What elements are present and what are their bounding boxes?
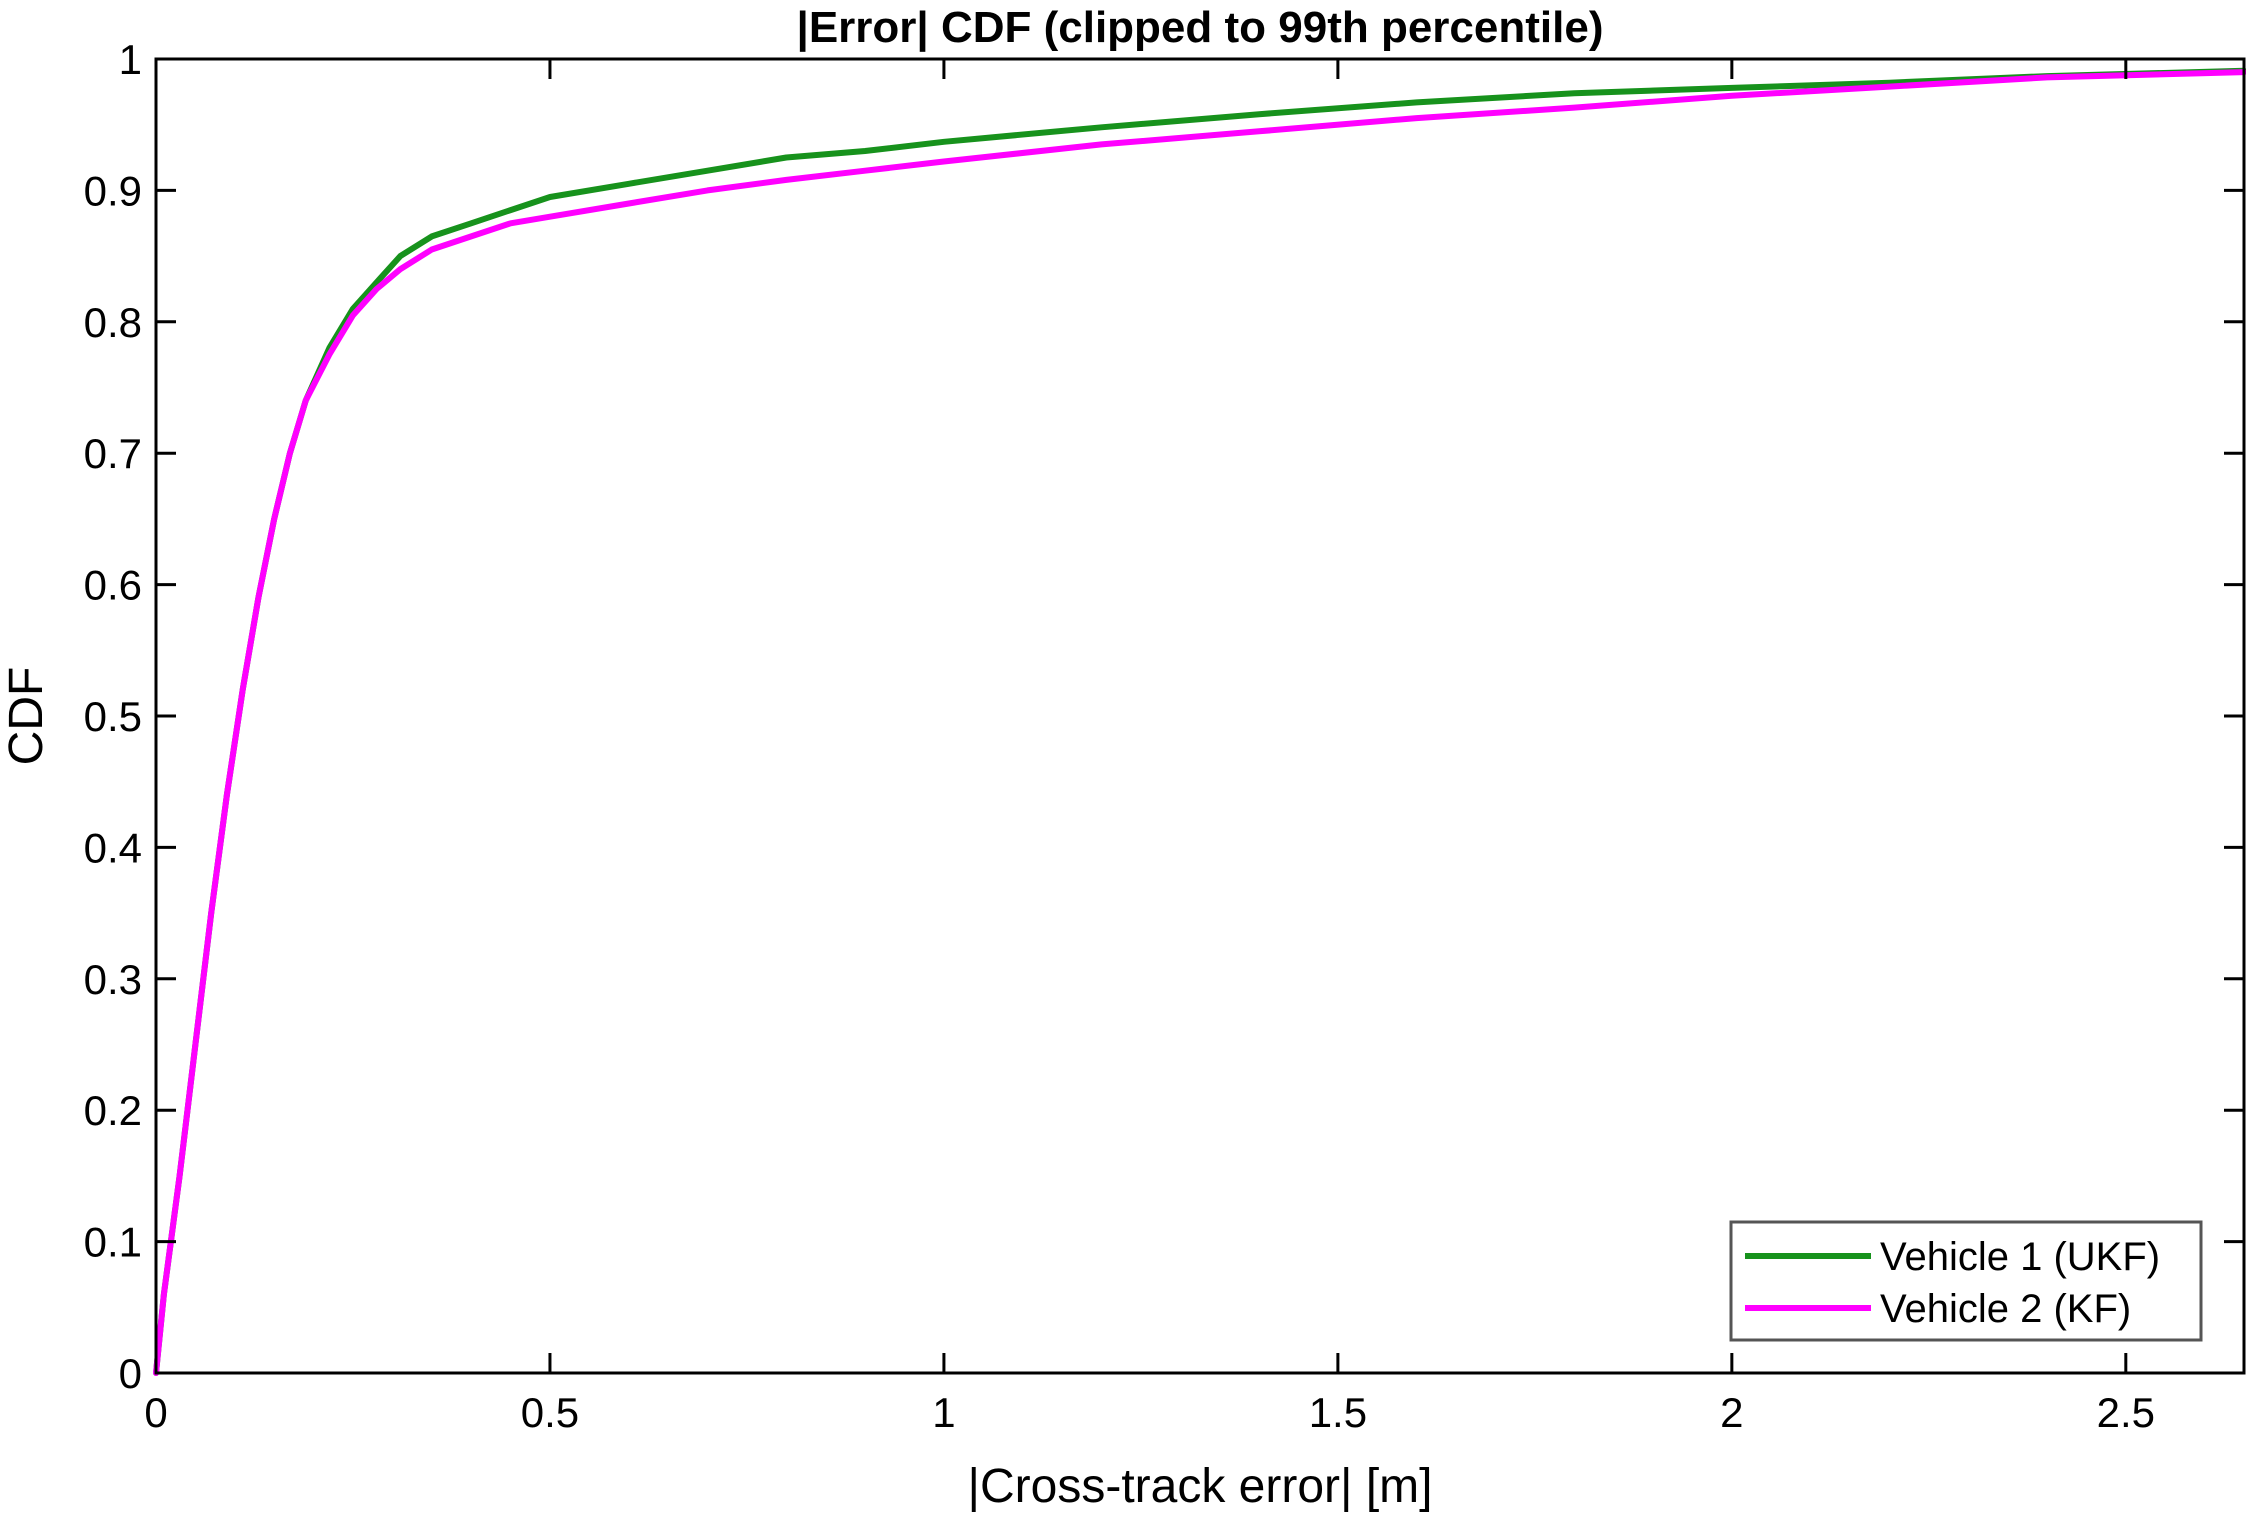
legend: Vehicle 1 (UKF) Vehicle 2 (KF) [1729,1220,2203,1342]
legend-label-vehicle-2: Vehicle 2 (KF) [1880,1287,2131,1331]
series-layer [153,67,2246,1376]
y-tick-label: 0 [119,1350,142,1397]
y-tick-label: 0.4 [84,824,142,871]
x-axis-label: |Cross-track error| [m] [968,1460,1433,1513]
x-tick-label: 0 [144,1389,167,1436]
y-tick-label: 0.2 [84,1087,142,1134]
y-tick-label: 0.3 [84,956,142,1003]
series-line-vehicle-2 [153,69,2246,1376]
legend-label-vehicle-1: Vehicle 1 (UKF) [1880,1235,2160,1279]
y-tick-label: 0.7 [84,430,142,477]
y-tick-label: 0.9 [84,167,142,214]
y-tick-label: 0.6 [84,562,142,609]
x-tick-label: 0.5 [521,1389,579,1436]
legend-box [1729,1220,2203,1342]
y-tick-label: 0.1 [84,1219,142,1266]
x-tick-label: 2 [1720,1389,1743,1436]
x-tick-label: 2.5 [2097,1389,2155,1436]
y-tick-label: 1 [119,36,142,83]
y-tick-label: 0.5 [84,693,142,740]
x-axis-ticks: 0 0.5 1 1.5 2 2.5 [144,59,2155,1436]
y-tick-label: 0.8 [84,299,142,346]
y-axis-label: CDF [0,667,53,766]
chart-title: |Error| CDF (clipped to 99th percentile) [797,3,1604,53]
x-tick-label: 1.5 [1309,1389,1367,1436]
y-axis-ticks: 0 0.1 0.2 0.3 0.4 0.5 0.6 0.7 0.8 0.9 1 [84,36,2244,1397]
x-tick-label: 1 [932,1389,955,1436]
